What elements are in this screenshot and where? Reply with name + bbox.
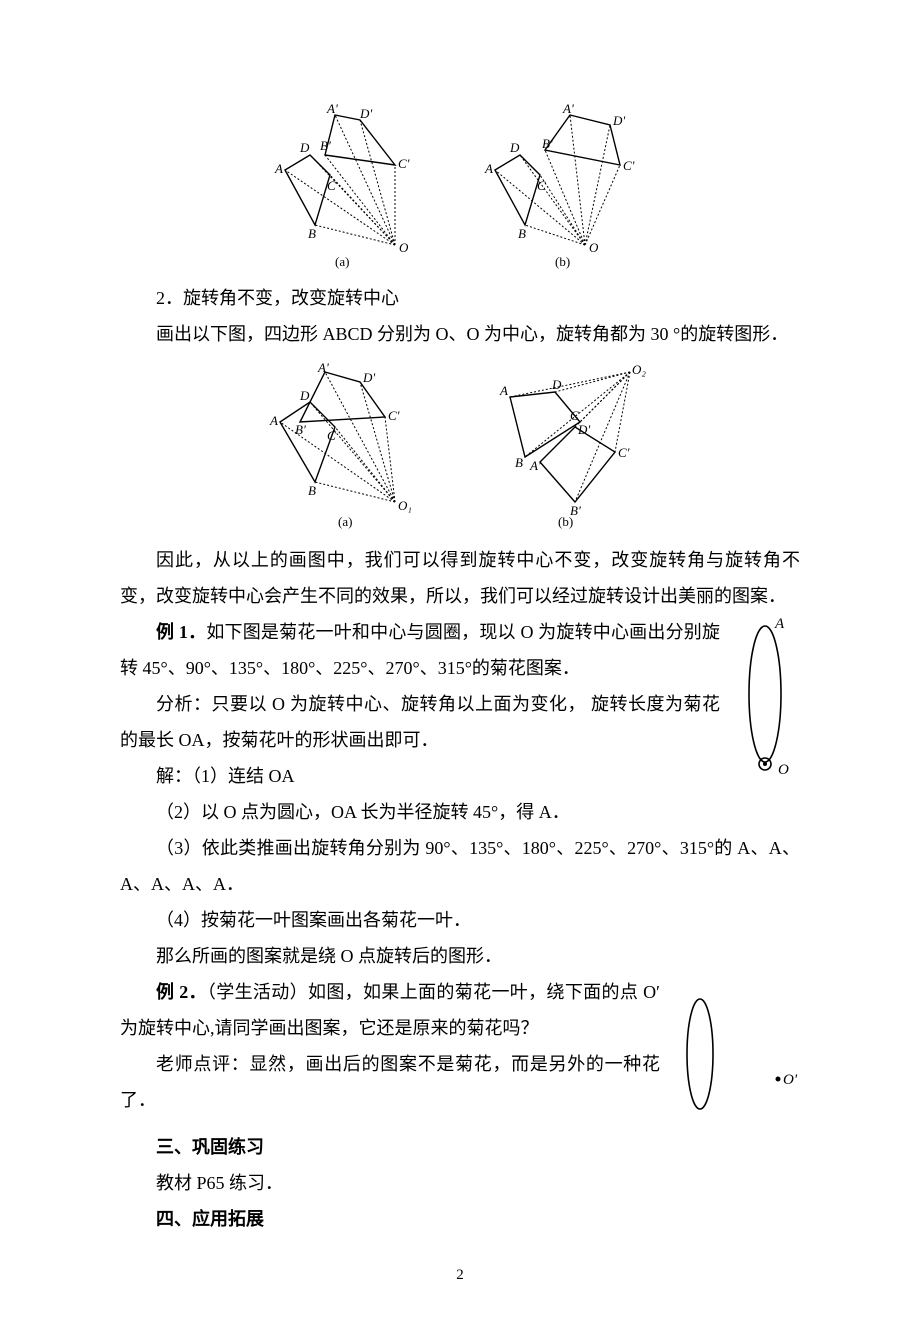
petal2-label-o: O' <box>783 1072 798 1088</box>
svg-text:A': A' <box>317 362 329 375</box>
fig-1b: A B C D A' D' C' B' O (b) <box>475 100 655 270</box>
svg-text:C': C' <box>618 445 630 460</box>
fig-1a: A B C D A' D' C' B' O (a) <box>265 100 435 270</box>
svg-text:D: D <box>509 140 520 155</box>
example-1-analysis: 分析：只要以 O 为旋转中心、旋转角以上面为变化， 旋转长度为菊花的最长 OA，… <box>120 686 800 758</box>
svg-text:B: B <box>518 226 526 241</box>
figure-row-2: A B C D A' D' C' B' O₁ (a) A B C D <box>120 362 800 532</box>
example-1-step5: 那么所画的图案就是绕 O 点旋转后的图形． <box>120 938 800 974</box>
svg-text:D: D <box>299 140 310 155</box>
svg-text:B': B' <box>320 138 331 153</box>
svg-text:D: D <box>299 388 310 403</box>
example-1: 例 1．如下图是菊花一叶和中心与圆圈，现以 O 为旋转中心画出分别旋转 45°、… <box>120 614 800 686</box>
section-3-body: 教材 P65 练习． <box>120 1165 800 1201</box>
svg-text:A: A <box>274 161 283 176</box>
svg-text:C': C' <box>388 408 400 423</box>
example-1-step4: （4）按菊花一叶图案画出各菊花一叶． <box>120 902 800 938</box>
section-2-title: 2．旋转角不变，改变旋转中心 <box>120 280 800 316</box>
petal-label-a: A <box>774 616 785 632</box>
fig-1b-caption: (b) <box>555 254 570 269</box>
petal-figure-2: O' <box>670 984 800 1129</box>
fig-1a-caption: (a) <box>335 254 349 269</box>
petal-label-o: O <box>778 762 789 778</box>
svg-text:B: B <box>308 483 316 498</box>
paragraph-conclusion: 因此，从以上的画图中，我们可以得到旋转中心不变，改变旋转角与旋转角不变，改变旋转… <box>120 542 800 614</box>
section-4-title: 四、应用拓展 <box>120 1201 800 1237</box>
section-2-body: 画出以下图，四边形 ABCD 分别为 O、O 为中心，旋转角都为 30 °的旋转… <box>120 316 800 352</box>
svg-text:B': B' <box>542 136 553 151</box>
svg-text:O₂: O₂ <box>632 362 646 377</box>
example-1-label: 例 1． <box>156 622 206 642</box>
svg-text:A: A <box>499 383 508 398</box>
example-1-step2: （2）以 O 点为圆心，OA 长为半径旋转 45°，得 A． <box>120 794 800 830</box>
svg-text:C: C <box>327 428 336 443</box>
svg-text:B': B' <box>295 422 306 437</box>
example-1-body: 如下图是菊花一叶和中心与圆圈，现以 O 为旋转中心画出分别旋转 45°、90°、… <box>120 622 720 678</box>
svg-text:O₁: O₁ <box>398 498 412 513</box>
petal-figure-1: A O <box>730 614 800 799</box>
example-1-step3: （3）依此类推画出旋转角分别为 90°、135°、180°、225°、270°、… <box>120 830 800 902</box>
fig-2a: A B C D A' D' C' B' O₁ (a) <box>260 362 440 532</box>
section-3-title: 三、巩固练习 <box>120 1129 800 1165</box>
fig-2a-caption: (a) <box>338 514 352 529</box>
svg-text:D': D' <box>612 113 625 128</box>
svg-text:B: B <box>515 455 523 470</box>
svg-text:A': A' <box>326 101 338 116</box>
svg-text:C': C' <box>398 156 410 171</box>
svg-text:O: O <box>399 240 409 255</box>
svg-text:A: A <box>484 161 493 176</box>
example-2-label: 例 2． <box>156 982 207 1002</box>
fig-2b-caption: (b) <box>558 514 573 529</box>
page-number: 2 <box>120 1267 800 1284</box>
fig-2b: A B C D A' B' C' D' O₂ (b) <box>480 362 660 532</box>
page: A B C D A' D' C' B' O (a) A B C D A' <box>0 0 920 1324</box>
svg-text:O: O <box>589 240 599 255</box>
svg-text:B: B <box>308 226 316 241</box>
svg-text:A': A' <box>529 458 541 473</box>
figure-row-1: A B C D A' D' C' B' O (a) A B C D A' <box>120 100 800 270</box>
svg-text:D: D <box>551 377 562 392</box>
svg-text:C: C <box>570 408 579 423</box>
svg-text:C': C' <box>623 158 635 173</box>
svg-text:A: A <box>269 413 278 428</box>
example-1-step1: 解：（1）连结 OA <box>120 758 800 794</box>
svg-text:C: C <box>537 178 546 193</box>
svg-text:C: C <box>327 178 336 193</box>
svg-text:A': A' <box>562 101 574 116</box>
svg-text:D': D' <box>577 422 590 437</box>
svg-text:D': D' <box>359 106 372 121</box>
svg-text:D': D' <box>362 370 375 385</box>
